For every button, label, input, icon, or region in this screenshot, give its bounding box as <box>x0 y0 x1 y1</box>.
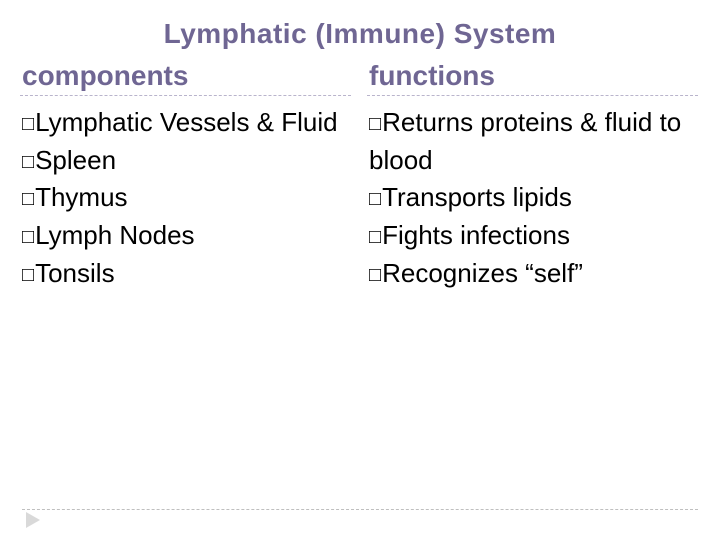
square-bullet-icon: □ <box>22 148 34 177</box>
square-bullet-icon: □ <box>369 185 381 214</box>
square-bullet-icon: □ <box>22 261 34 290</box>
item-text: Tonsils <box>35 258 114 288</box>
list-item: □Spleen <box>22 142 351 180</box>
list-item: □Lymph Nodes <box>22 217 351 255</box>
item-text: Lymphatic Vessels & Fluid <box>35 107 338 137</box>
square-bullet-icon: □ <box>22 223 34 252</box>
list-item: □Lymphatic Vessels & Fluid <box>22 104 351 142</box>
functions-column: functions □Returns proteins & fluid to b… <box>351 60 698 292</box>
functions-list: □Returns proteins & fluid to blood □Tran… <box>369 104 698 292</box>
functions-heading: functions <box>369 60 698 92</box>
item-text: Thymus <box>35 182 127 212</box>
list-item: □Returns proteins & fluid to blood <box>369 104 698 179</box>
components-column: components □Lymphatic Vessels & Fluid □S… <box>22 60 351 292</box>
list-item: □Transports lipids <box>369 179 698 217</box>
item-text: Recognizes “self” <box>382 258 583 288</box>
item-text: Fights infections <box>382 220 570 250</box>
item-text: Returns proteins & fluid to blood <box>369 107 681 175</box>
list-item: □Thymus <box>22 179 351 217</box>
list-item: □Fights infections <box>369 217 698 255</box>
arrow-right-icon <box>26 512 40 528</box>
square-bullet-icon: □ <box>22 185 34 214</box>
item-text: Spleen <box>35 145 116 175</box>
square-bullet-icon: □ <box>369 261 381 290</box>
square-bullet-icon: □ <box>22 110 34 139</box>
list-item: □Tonsils <box>22 255 351 293</box>
item-text: Lymph Nodes <box>35 220 194 250</box>
item-text: Transports lipids <box>382 182 572 212</box>
components-list: □Lymphatic Vessels & Fluid □Spleen □Thym… <box>22 104 351 292</box>
components-heading: components <box>22 60 351 92</box>
two-column-layout: components □Lymphatic Vessels & Fluid □S… <box>0 50 720 292</box>
list-item: □Recognizes “self” <box>369 255 698 293</box>
square-bullet-icon: □ <box>369 110 381 139</box>
slide-title: Lymphatic (Immune) System <box>0 0 720 50</box>
square-bullet-icon: □ <box>369 223 381 252</box>
footer-divider <box>22 509 698 510</box>
